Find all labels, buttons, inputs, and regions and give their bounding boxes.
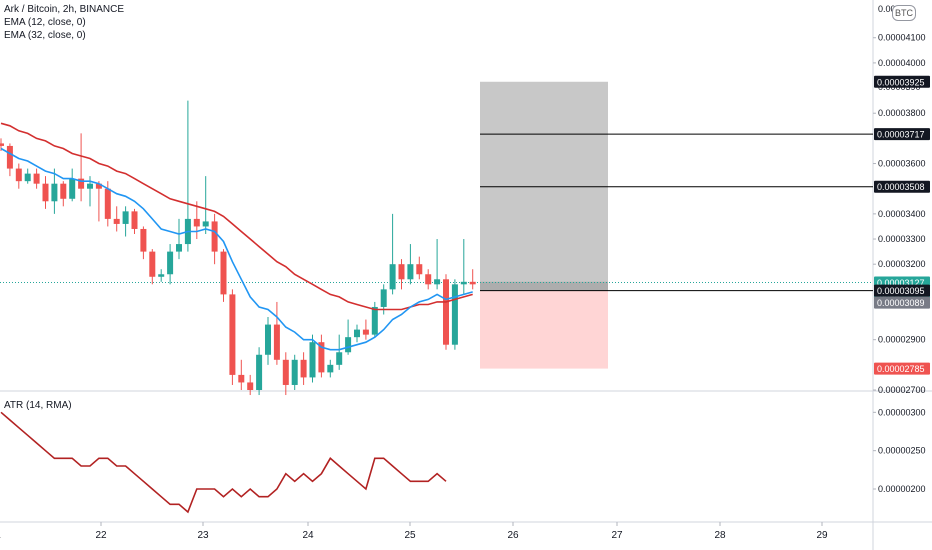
atr-legend: ATR (14, RMA) xyxy=(4,400,72,411)
candle-body xyxy=(0,143,4,146)
atr-tick-label: 0.00000300 xyxy=(878,407,926,417)
price-tick-label: 0.00004000 xyxy=(878,58,926,68)
currency-badge[interactable]: BTC xyxy=(892,5,916,21)
candle-body xyxy=(318,342,325,373)
candle-body xyxy=(122,211,129,224)
candle-body xyxy=(149,251,156,277)
time-tick-label: 23 xyxy=(197,530,209,541)
price-marker xyxy=(874,128,930,141)
candle-body xyxy=(131,211,138,229)
price-tick-label: 0.00002900 xyxy=(878,335,926,345)
atr-line xyxy=(0,411,447,514)
candle-body xyxy=(398,264,405,280)
candle-body xyxy=(60,183,67,199)
candle-body xyxy=(69,178,76,199)
candle-body xyxy=(140,228,147,252)
price-marker-label: 0.00003127 xyxy=(877,278,925,288)
price-tick-label: 0.00003800 xyxy=(878,108,926,118)
time-tick-label: 25 xyxy=(404,530,416,541)
price-marker xyxy=(874,284,930,297)
candle-body xyxy=(291,359,298,385)
price-tick-label: 0.00003400 xyxy=(878,209,926,219)
ema-slow-legend: EMA (32, close, 0) xyxy=(4,30,86,41)
price-marker-label: 0.00003925 xyxy=(877,77,925,87)
target-zone xyxy=(480,81,608,291)
candle-body xyxy=(51,183,58,202)
candle-body xyxy=(300,359,307,378)
price-marker xyxy=(874,296,930,309)
ema-fast-line xyxy=(0,147,473,351)
candle-body xyxy=(434,279,441,285)
candle-body xyxy=(78,178,85,189)
price-marker-label: 0.00003717 xyxy=(877,130,925,140)
symbol-legend: Ark / Bitcoin, 2h, BINANCE xyxy=(4,4,125,15)
candle-body xyxy=(469,281,476,285)
candle-body xyxy=(95,183,102,189)
candle-body xyxy=(113,218,120,224)
candle-body xyxy=(273,324,280,360)
time-tick-label: 26 xyxy=(507,530,519,541)
candle-body xyxy=(327,364,334,373)
candle-body xyxy=(451,284,458,345)
price-marker xyxy=(874,180,930,193)
candle-body xyxy=(354,329,360,338)
candle-body xyxy=(238,374,245,383)
candle-body xyxy=(176,244,182,252)
price-marker-label: 0.00003508 xyxy=(877,182,925,192)
candle-body xyxy=(389,264,396,290)
candle-body xyxy=(6,145,13,169)
candle-body xyxy=(460,281,467,285)
candle-body xyxy=(282,359,289,385)
candle-body xyxy=(229,294,236,375)
candle-body xyxy=(193,218,200,227)
candle-body xyxy=(202,221,209,227)
price-tick-label: 0.00004100 xyxy=(878,33,926,43)
price-marker-label: 0.00003089 xyxy=(877,298,925,308)
price-tick-label: 0.00003300 xyxy=(878,234,926,244)
time-tick-label: 1 xyxy=(0,530,1,541)
time-tick-label: 27 xyxy=(611,530,623,541)
time-tick-label: 29 xyxy=(816,530,828,541)
candle-body xyxy=(407,264,414,280)
price-tick-label: 0.00002700 xyxy=(878,385,926,395)
candle-body xyxy=(104,188,111,219)
candle-body xyxy=(336,352,343,365)
candle-body xyxy=(211,221,218,252)
price-marker-label: 0.00002785 xyxy=(877,364,925,374)
candle-body xyxy=(416,264,423,275)
price-marker xyxy=(874,362,930,375)
entry-band xyxy=(480,281,608,291)
candle-body xyxy=(380,289,387,307)
time-tick-label: 28 xyxy=(714,530,726,541)
candle-body xyxy=(265,324,271,355)
candle-body xyxy=(87,183,93,189)
candle-body xyxy=(220,251,227,295)
candle-body xyxy=(443,279,449,345)
candle-body xyxy=(24,173,31,182)
candle-body xyxy=(158,274,165,277)
time-tick-label: 22 xyxy=(95,530,107,541)
candle-body xyxy=(33,173,40,184)
price-tick-label: 0.00003200 xyxy=(878,259,926,269)
price-marker xyxy=(874,75,930,88)
price-tick-label: 0.00003600 xyxy=(878,159,926,169)
candle-body xyxy=(362,329,369,335)
candle-body xyxy=(425,274,432,285)
candle-body xyxy=(167,251,174,275)
time-tick-label: 24 xyxy=(302,530,314,541)
ema-slow-line xyxy=(0,122,473,311)
candle-body xyxy=(309,342,316,378)
ema-fast-legend: EMA (12, close, 0) xyxy=(4,17,86,28)
candle-body xyxy=(247,382,254,390)
candle-body xyxy=(256,354,263,390)
candle-body xyxy=(345,337,352,353)
candle-body xyxy=(15,168,22,182)
atr-tick-label: 0.00000250 xyxy=(878,446,926,456)
price-marker-label: 0.00003095 xyxy=(877,286,925,296)
stop-zone xyxy=(480,290,608,369)
candle-body xyxy=(42,183,49,202)
atr-tick-label: 0.00000200 xyxy=(878,484,926,494)
candle-body xyxy=(371,306,378,335)
